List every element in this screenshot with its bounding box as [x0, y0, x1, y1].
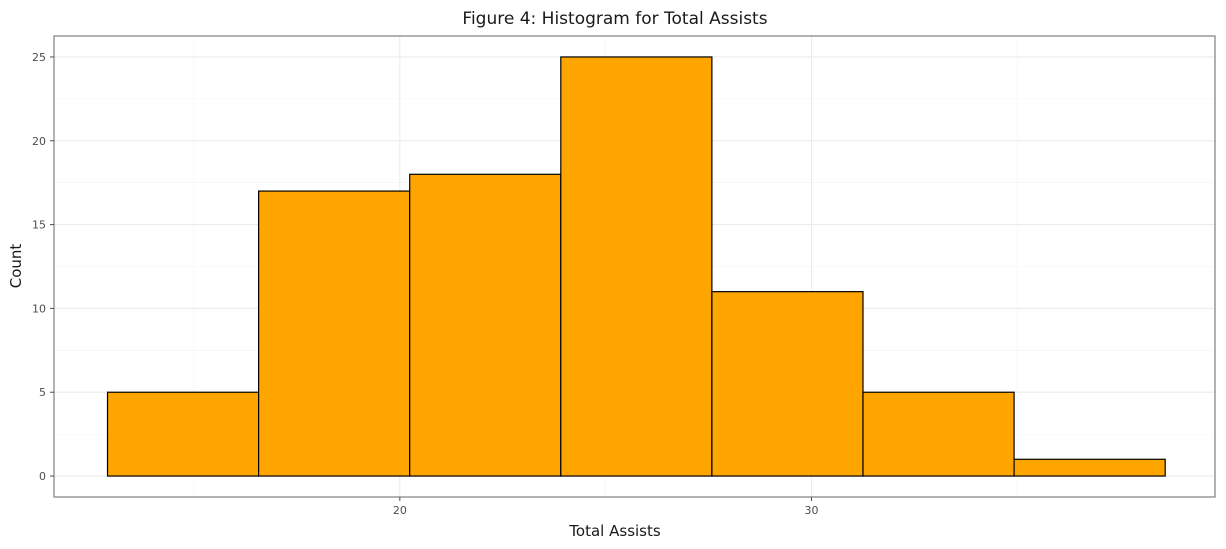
y-tick-label: 10: [32, 302, 46, 315]
histogram-bar: [560, 56, 713, 477]
y-tick-label: 25: [32, 51, 46, 64]
y-tick-label: 0: [39, 470, 46, 483]
y-tick-label: 15: [32, 219, 46, 232]
histogram-bar: [1013, 458, 1166, 477]
y-axis-ticks: 0 5 10 15 20 25: [32, 51, 54, 483]
x-tick-label: 30: [805, 504, 819, 517]
histogram-bar: [409, 173, 562, 477]
histogram-bar: [106, 391, 260, 477]
plot-panel-border: [53, 35, 1216, 498]
x-axis-ticks: 20 30: [393, 497, 819, 517]
y-tick-label: 5: [39, 386, 46, 399]
x-tick-label: 20: [393, 504, 407, 517]
y-tick-label: 20: [32, 135, 46, 148]
histogram-bar: [711, 291, 864, 477]
bars: [106, 56, 1166, 477]
chart-title: Figure 4: Histogram for Total Assists: [462, 9, 767, 29]
histogram-bar: [258, 190, 411, 477]
x-axis-label: Total Assists: [568, 522, 661, 540]
y-axis-label: Count: [7, 244, 25, 289]
histogram-bar: [862, 391, 1015, 477]
